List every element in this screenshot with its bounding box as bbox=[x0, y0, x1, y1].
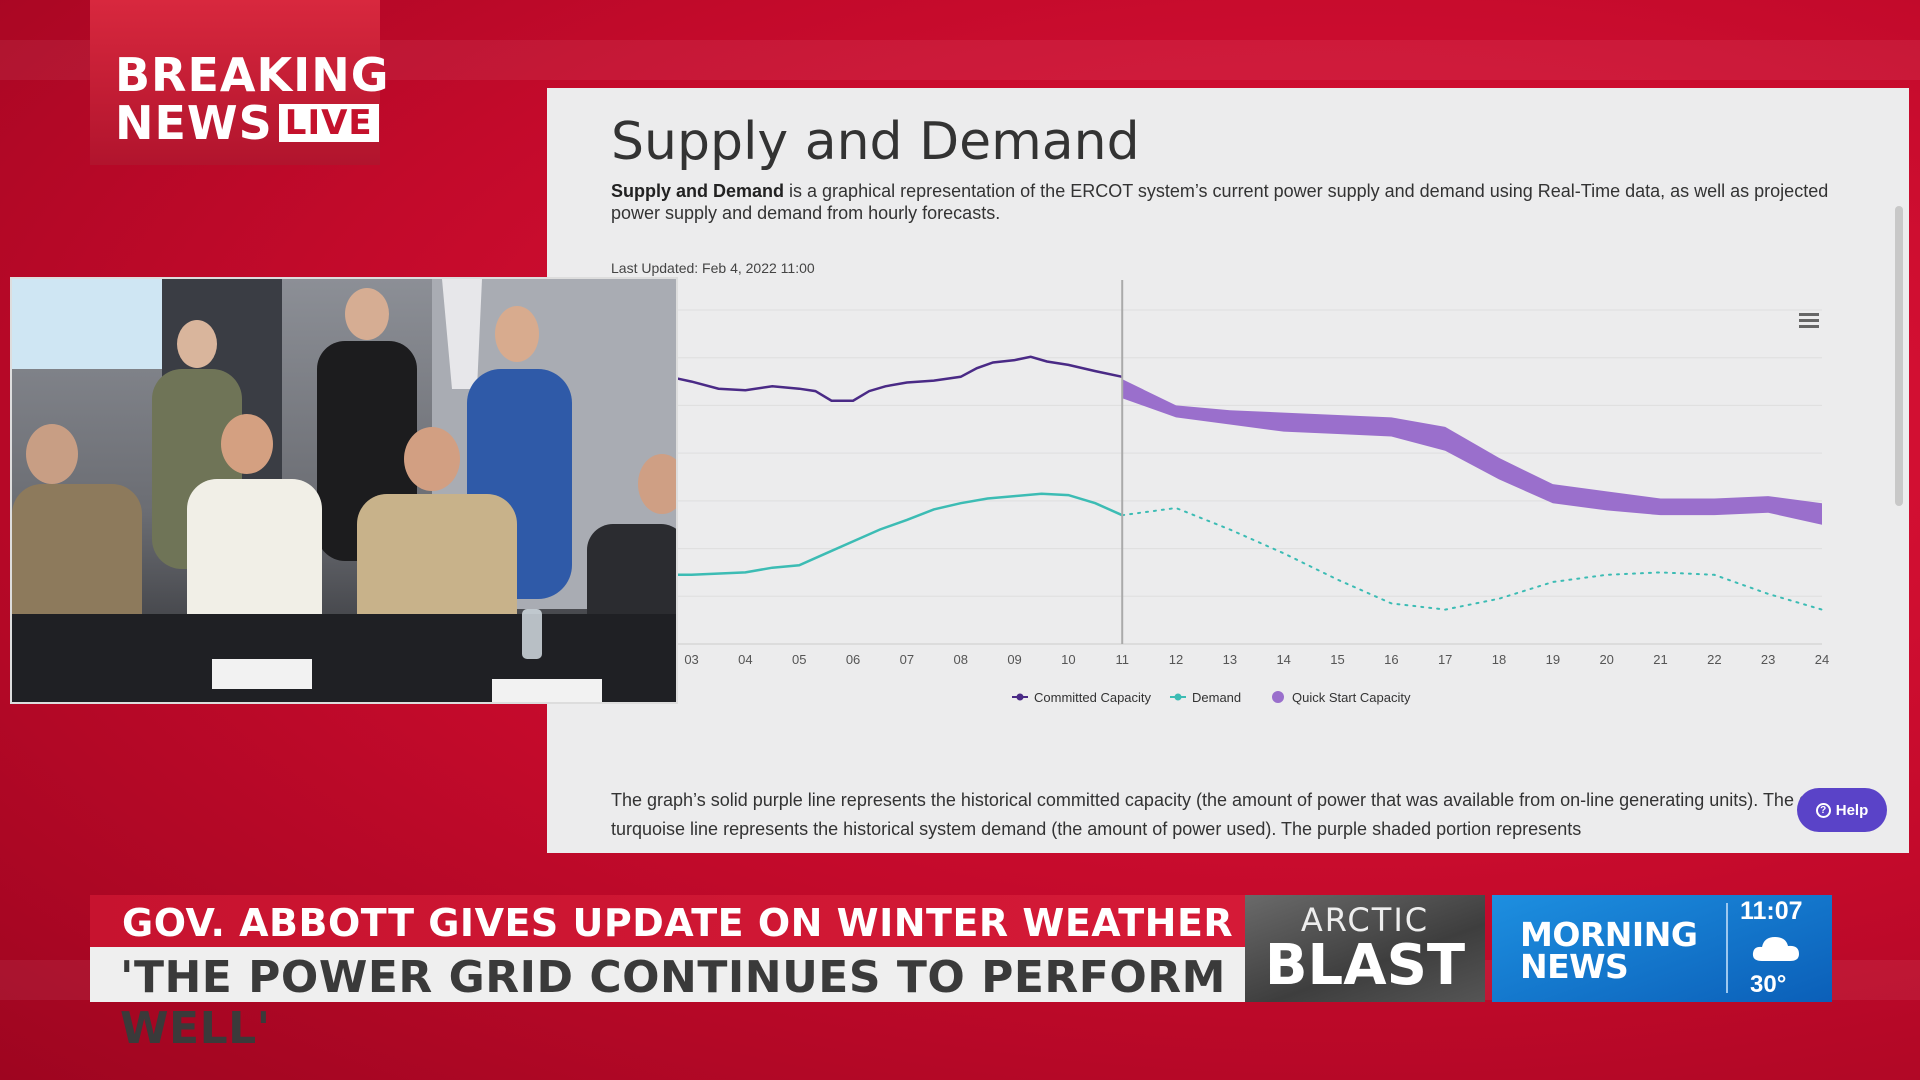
legend-item[interactable]: Committed Capacity bbox=[1012, 690, 1152, 705]
badge-line1: BREAKING bbox=[115, 48, 390, 102]
x-tick-label: 15 bbox=[1330, 652, 1344, 667]
help-icon: ? bbox=[1815, 802, 1831, 818]
help-button[interactable]: ? Help bbox=[1797, 788, 1887, 832]
x-tick-label: 14 bbox=[1276, 652, 1290, 667]
chart-legend: Committed Capacity Demand Quick Start Capa… bbox=[1012, 690, 1411, 705]
legend-label: Demand bbox=[1192, 690, 1241, 705]
person-head bbox=[638, 454, 676, 514]
x-tick-label: 06 bbox=[846, 652, 860, 667]
background-screen bbox=[12, 279, 162, 369]
x-tick-label: 09 bbox=[1007, 652, 1021, 667]
x-tick-label: 17 bbox=[1438, 652, 1452, 667]
quote-text: 'THE POWER GRID CONTINUES TO PERFORM WEL… bbox=[120, 952, 1226, 1054]
x-tick-label: 05 bbox=[792, 652, 806, 667]
x-tick-label: 10 bbox=[1061, 652, 1075, 667]
chart-grid bbox=[557, 309, 1822, 645]
page-scrollbar[interactable] bbox=[1895, 206, 1903, 506]
news-label: NEWS bbox=[1520, 947, 1629, 986]
legend-label: Quick Start Capacity bbox=[1292, 690, 1411, 705]
person-head bbox=[345, 288, 389, 340]
video-scene bbox=[12, 279, 676, 702]
desc-bold: Supply and Demand bbox=[611, 181, 785, 201]
last-updated: Last Updated: Feb 4, 2022 11:00 bbox=[611, 260, 815, 276]
x-axis-ticks: 0102030405060708091011121314151617181920… bbox=[577, 652, 1830, 667]
name-placard bbox=[212, 659, 312, 689]
breaking-news-badge: BREAKING NEWS LIVE bbox=[90, 0, 389, 165]
morning-news-logo: MORNING NEWS bbox=[1520, 918, 1698, 986]
x-tick-label: 18 bbox=[1492, 652, 1506, 667]
ercot-page-panel: Supply and Demand Supply and Demand is a… bbox=[547, 88, 1909, 853]
person-shirt bbox=[187, 479, 322, 654]
live-tag: LIVE bbox=[278, 104, 379, 142]
clock-time: 11:07 bbox=[1740, 897, 1803, 925]
x-tick-label: 22 bbox=[1707, 652, 1721, 667]
page-title: Supply and Demand bbox=[611, 112, 1140, 172]
morning-label: MORNING bbox=[1520, 915, 1698, 954]
name-placard bbox=[492, 679, 602, 702]
headline-bar: GOV. ABBOTT GIVES UPDATE ON WINTER WEATH… bbox=[90, 895, 1245, 947]
x-tick-label: 24 bbox=[1815, 652, 1829, 667]
x-tick-label: 11 bbox=[1115, 652, 1129, 667]
badge-line2: NEWS LIVE bbox=[115, 96, 379, 150]
person-head bbox=[221, 414, 273, 474]
x-tick-label: 16 bbox=[1384, 652, 1398, 667]
badge-news: NEWS bbox=[115, 96, 273, 150]
person-head bbox=[26, 424, 78, 484]
arctic-blast-bug: ARCTIC BLAST bbox=[1245, 895, 1485, 1002]
committed-capacity-line bbox=[557, 355, 1123, 402]
person-head bbox=[404, 427, 460, 491]
person-head bbox=[177, 320, 217, 368]
x-tick-label: 20 bbox=[1599, 652, 1613, 667]
press-conference-video bbox=[10, 277, 678, 704]
x-tick-label: 23 bbox=[1761, 652, 1775, 667]
explanation-text: The graph’s solid purple line represents… bbox=[611, 790, 1858, 839]
person-uniform bbox=[12, 484, 142, 654]
temperature: 30° bbox=[1750, 971, 1787, 998]
demand-line bbox=[556, 492, 1123, 577]
legend-item[interactable]: Quick Start Capacity bbox=[1272, 690, 1411, 705]
legend-item[interactable]: Demand bbox=[1170, 690, 1241, 705]
morning-news-bug: MORNING NEWS 11:07 30° bbox=[1492, 895, 1832, 1002]
x-tick-label: 08 bbox=[953, 652, 967, 667]
x-tick-label: 04 bbox=[738, 652, 752, 667]
cloud-icon bbox=[1752, 937, 1799, 961]
x-tick-label: 07 bbox=[900, 652, 914, 667]
legend-label: Committed Capacity bbox=[1034, 690, 1152, 705]
flag bbox=[442, 279, 482, 389]
demand-forecast-line bbox=[1121, 506, 1823, 611]
x-tick-label: 21 bbox=[1653, 652, 1667, 667]
blast-label: BLAST bbox=[1264, 933, 1466, 998]
quick-start-capacity-band bbox=[1122, 379, 1822, 525]
chart-menu-icon[interactable] bbox=[1799, 313, 1819, 329]
water-bottle bbox=[522, 609, 542, 659]
person-head bbox=[495, 306, 539, 362]
desc-rest: is a graphical representation of the ERC… bbox=[611, 181, 1829, 223]
x-tick-label: 19 bbox=[1546, 652, 1560, 667]
x-tick-label: 12 bbox=[1169, 652, 1183, 667]
supply-demand-chart: 0102030405060708091011121314151617181920… bbox=[556, 280, 1830, 705]
help-label: Help bbox=[1835, 801, 1869, 819]
arctic-label: ARCTIC bbox=[1300, 901, 1430, 939]
x-tick-label: 03 bbox=[684, 652, 698, 667]
headline-text: GOV. ABBOTT GIVES UPDATE ON WINTER WEATH… bbox=[122, 901, 1234, 945]
page-description: Supply and Demand is a graphical represe… bbox=[611, 180, 1841, 224]
quote-bar: 'THE POWER GRID CONTINUES TO PERFORM WEL… bbox=[90, 947, 1245, 1054]
x-tick-label: 13 bbox=[1223, 652, 1237, 667]
divider bbox=[1726, 903, 1728, 993]
